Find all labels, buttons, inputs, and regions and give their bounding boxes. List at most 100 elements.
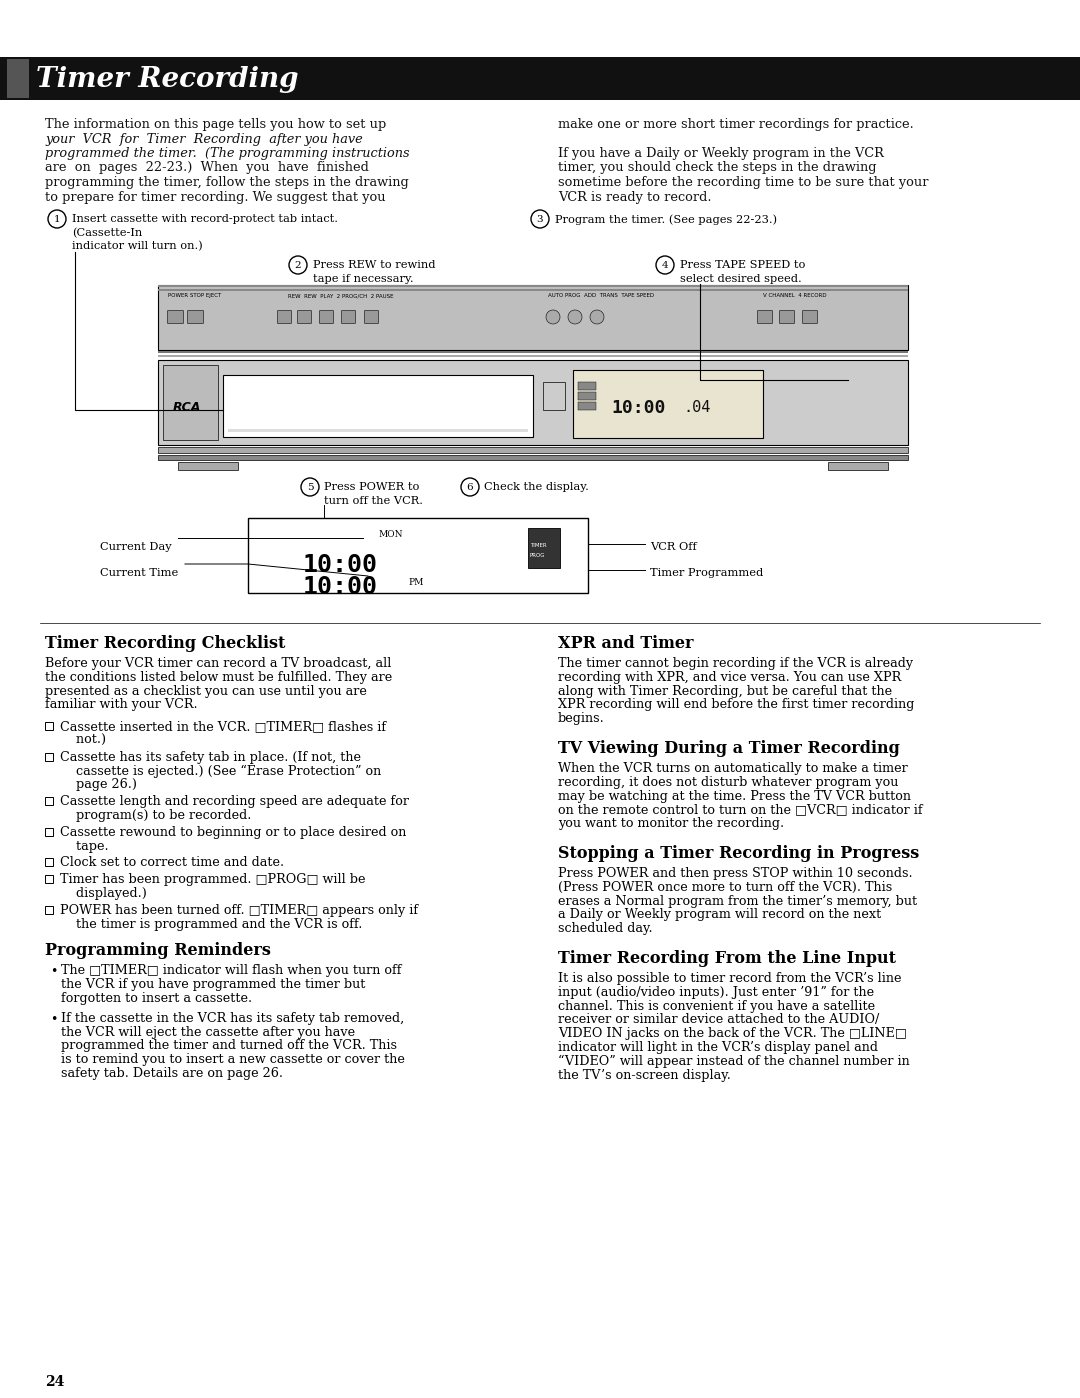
FancyBboxPatch shape [802,310,818,323]
Text: safety tab. Details are on page 26.: safety tab. Details are on page 26. [60,1067,283,1081]
Text: 24: 24 [45,1376,65,1390]
Text: is to remind you to insert a new cassette or cover the: is to remind you to insert a new cassett… [60,1053,405,1067]
Text: If the cassette in the VCR has its safety tab removed,: If the cassette in the VCR has its safet… [60,1012,404,1025]
Text: the TV’s on-screen display.: the TV’s on-screen display. [558,1068,731,1082]
Text: the conditions listed below must be fulfilled. They are: the conditions listed below must be fulf… [45,671,392,684]
Bar [45,797,53,805]
Bar [578,391,596,400]
Text: AUTO PROG  ADD  TRANS  TAPE SPEED: AUTO PROG ADD TRANS TAPE SPEED [548,294,654,298]
Text: 10:00: 10:00 [303,575,378,598]
Text: Timer has been programmed. □PROG□ will be: Timer has been programmed. □PROG□ will b… [60,874,365,886]
Text: a Daily or Weekly program will record on the next: a Daily or Weekly program will record on… [558,909,881,921]
Text: Cassette length and recording speed are adequate for: Cassette length and recording speed are … [60,795,409,808]
Text: V CHANNEL  4 RECORD: V CHANNEL 4 RECORD [762,294,826,298]
Bar [228,429,528,432]
Text: POWER has been turned off. □TIMER□ appears only if: POWER has been turned off. □TIMER□ appea… [60,903,418,917]
Text: The □TIMER□ indicator will flash when you turn off: The □TIMER□ indicator will flash when yo… [60,965,402,977]
Circle shape [546,310,561,324]
Text: make one or more short timer recordings for practice.: make one or more short timer recordings … [558,117,914,131]
Text: sometime before the recording time to be sure that your: sometime before the recording time to be… [558,176,929,189]
Bar [573,370,762,438]
Text: PROG: PROG [530,554,545,558]
Text: presented as a checklist you can use until you are: presented as a checklist you can use unt… [45,685,367,698]
Text: familiar with your VCR.: familiar with your VCR. [45,699,198,712]
Text: Press TAPE SPEED to: Press TAPE SPEED to [680,260,806,270]
Text: POWER STOP EJECT: POWER STOP EJECT [168,294,221,298]
Bar [158,351,908,354]
FancyBboxPatch shape [278,310,292,323]
Text: .04: .04 [683,400,711,415]
Text: VIDEO IN jacks on the back of the VCR. The □LINE□: VIDEO IN jacks on the back of the VCR. T… [558,1028,907,1040]
Text: timer, you should check the steps in the drawing: timer, you should check the steps in the… [558,162,877,175]
Text: select desired speed.: select desired speed. [680,274,801,284]
Text: are  on  pages  22-23.)  When  you  have  finished: are on pages 22-23.) When you have finis… [45,162,369,175]
FancyBboxPatch shape [167,310,184,323]
Bar [578,403,596,410]
Circle shape [568,310,582,324]
Text: Press POWER to: Press POWER to [324,482,419,492]
Bar [0,57,1080,101]
Text: 6: 6 [467,482,473,492]
Text: XPR recording will end before the first timer recording: XPR recording will end before the first … [558,699,915,712]
Text: tape if necessary.: tape if necessary. [313,274,414,284]
Text: erases a Normal program from the timer’s memory, but: erases a Normal program from the timer’s… [558,895,917,907]
Text: When the VCR turns on automatically to make a timer: When the VCR turns on automatically to m… [558,762,908,774]
Bar [158,447,908,453]
FancyBboxPatch shape [320,310,334,323]
Text: TIMER: TIMER [530,542,546,548]
Bar [543,382,565,410]
Text: displayed.): displayed.) [60,886,147,900]
Text: Current Time: Current Time [100,568,178,577]
Text: indicator will light in the VCR’s display panel and: indicator will light in the VCR’s displa… [558,1042,878,1054]
Bar [45,828,53,836]
Bar [528,528,561,568]
Text: 10:00: 10:00 [611,398,665,417]
Text: Press REW to rewind: Press REW to rewind [313,260,435,270]
Bar [158,289,908,291]
Text: Timer Recording Checklist: Timer Recording Checklist [45,635,285,651]
FancyBboxPatch shape [188,310,203,323]
Bar [248,519,588,593]
Bar [828,461,888,470]
Text: your  VCR  for  Timer  Recording  after you have: your VCR for Timer Recording after you h… [45,133,363,145]
Bar [158,285,908,287]
Bar [45,858,53,867]
Text: (Cassette-In: (Cassette-In [72,228,143,238]
Text: Insert cassette with record-protect tab intact.: Insert cassette with record-protect tab … [72,214,338,224]
Bar [578,382,596,390]
Text: Timer Recording From the Line Input: Timer Recording From the Line Input [558,951,896,967]
Bar [163,365,218,440]
Text: 4: 4 [662,260,669,270]
Circle shape [590,310,604,324]
Text: the VCR if you have programmed the timer but: the VCR if you have programmed the timer… [60,979,365,991]
Text: Programming Reminders: Programming Reminders [45,942,271,959]
Text: VCR Off: VCR Off [650,542,697,552]
Text: It is also possible to timer record from the VCR’s line: It is also possible to timer record from… [558,972,902,986]
Text: the timer is programmed and the VCR is off.: the timer is programmed and the VCR is o… [60,917,363,931]
Text: not.): not.) [60,734,106,747]
FancyBboxPatch shape [297,310,311,323]
Text: Timer Programmed: Timer Programmed [650,568,764,577]
FancyBboxPatch shape [341,310,355,323]
Text: scheduled day.: scheduled day. [558,923,652,935]
Text: along with Timer Recording, but be careful that the: along with Timer Recording, but be caref… [558,685,892,698]
Text: Cassette has its safety tab in place. (If not, the: Cassette has its safety tab in place. (I… [60,751,361,763]
FancyBboxPatch shape [757,310,772,323]
Text: •: • [50,1012,57,1026]
Text: recording with XPR, and vice versa. You can use XPR: recording with XPR, and vice versa. You … [558,671,901,684]
Text: turn off the VCR.: turn off the VCR. [324,496,423,506]
Text: page 26.): page 26.) [60,779,137,791]
Text: Cassette rewound to beginning or to place desired on: Cassette rewound to beginning or to plac… [60,826,406,839]
Text: Before your VCR timer can record a TV broadcast, all: Before your VCR timer can record a TV br… [45,657,391,670]
Text: to prepare for timer recording. We suggest that you: to prepare for timer recording. We sugge… [45,190,386,204]
Text: TV Viewing During a Timer Recording: TV Viewing During a Timer Recording [558,740,900,756]
Text: XPR and Timer: XPR and Timer [558,635,693,651]
Bar [158,454,908,460]
Text: 3: 3 [537,214,543,224]
Text: RCA: RCA [173,401,201,414]
Bar [45,906,53,914]
Text: Cassette inserted in the VCR. □TIMER□ flashes if: Cassette inserted in the VCR. □TIMER□ fl… [60,720,387,733]
Text: input (audio/video inputs). Just enter ’91” for the: input (audio/video inputs). Just enter ’… [558,986,874,998]
Text: channel. This is convenient if you have a satellite: channel. This is convenient if you have … [558,1000,875,1012]
Text: forgotten to insert a cassette.: forgotten to insert a cassette. [60,993,252,1005]
